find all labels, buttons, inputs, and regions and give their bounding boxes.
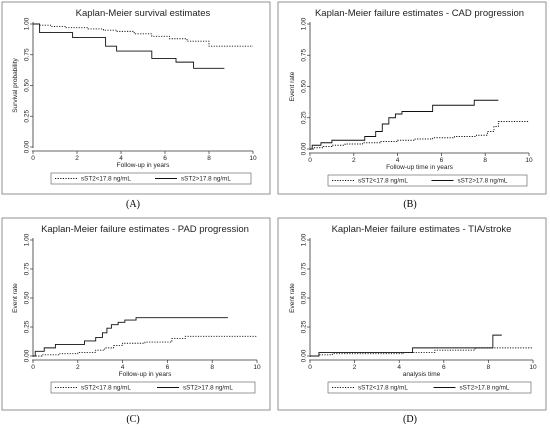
chart-panel-3: Kaplan-Meier failure estimates - PAD pro… bbox=[1, 217, 271, 425]
legend-box bbox=[50, 381, 256, 394]
panel-frame bbox=[1, 217, 271, 411]
legend-label: sST2>17.8 ng/mL bbox=[181, 176, 231, 183]
panel-frame bbox=[277, 1, 547, 195]
chart-panel-2: Kaplan-Meier failure estimates - CAD pro… bbox=[277, 1, 547, 210]
legend: sST2<17.8 ng/mL sST2>17.8 ng/mL bbox=[50, 172, 252, 185]
legend: sST2<17.8 ng/mL sST2>17.8 ng/mL bbox=[327, 174, 528, 187]
x-tick-label: 0 bbox=[31, 364, 35, 371]
chart-panel-1: Kaplan-Meier survival estimates 0.00 0.25 0… bbox=[1, 1, 271, 210]
legend-label: sST2<17.8 ng/mL bbox=[81, 176, 131, 183]
y-tick-label: 1.00 bbox=[301, 17, 308, 30]
y-tick-label: 0.50 bbox=[24, 291, 31, 304]
x-tick-label: 2 bbox=[352, 157, 356, 164]
panel-label: (D) bbox=[403, 414, 417, 425]
x-tick-label: 4 bbox=[119, 155, 123, 162]
y-axis-label: Event rate bbox=[12, 283, 19, 313]
y-tick-label: 0.50 bbox=[301, 291, 308, 304]
y-tick-label: 0.25 bbox=[24, 110, 31, 123]
x-tick-label: 0 bbox=[31, 155, 35, 162]
y-tick-label: 0.75 bbox=[301, 262, 308, 275]
chart-title: Kaplan-Meier failure estimates - CAD pro… bbox=[315, 8, 524, 19]
legend-label: sST2>17.8 ng/mL bbox=[458, 178, 508, 185]
chart-panel-4: Kaplan-Meier failure estimates - TIA/str… bbox=[277, 217, 547, 425]
panel-label: (A) bbox=[126, 199, 140, 210]
y-tick-label: 1.00 bbox=[24, 17, 31, 30]
legend-box bbox=[327, 174, 528, 187]
legend-label: sST2<17.8 ng/mL bbox=[81, 385, 131, 392]
y-tick-label: 0.50 bbox=[301, 80, 308, 93]
y-tick-label: 1.00 bbox=[301, 233, 308, 246]
x-tick-label: 6 bbox=[440, 157, 444, 164]
series-line-low bbox=[310, 347, 533, 357]
x-tick-label: 8 bbox=[210, 364, 214, 371]
x-axis-label: Follow-up time in years bbox=[386, 164, 454, 171]
x-tick-label: 10 bbox=[249, 155, 257, 162]
y-tick-label: 0.00 bbox=[301, 349, 308, 362]
x-axis-label: Follow-up in years bbox=[119, 371, 172, 378]
x-tick-label: 8 bbox=[207, 155, 211, 162]
legend-label: sST2<17.8 ng/mL bbox=[358, 178, 408, 185]
x-tick-label: 2 bbox=[353, 364, 357, 371]
series-line-low bbox=[310, 121, 529, 150]
y-tick-label: 1.00 bbox=[24, 233, 31, 246]
x-axis-label: analysis time bbox=[403, 371, 441, 378]
legend: sST2<17.8 ng/mL sST2>17.8 ng/mL bbox=[327, 381, 532, 394]
x-tick-label: 10 bbox=[529, 364, 537, 371]
y-tick-label: 0.75 bbox=[24, 48, 31, 61]
panel-label: (C) bbox=[126, 414, 139, 425]
y-tick-label: 0.75 bbox=[301, 49, 308, 62]
series-line-low bbox=[33, 23, 253, 47]
chart-title: Kaplan-Meier failure estimates - PAD pro… bbox=[41, 224, 249, 235]
chart-title: Kaplan-Meier survival estimates bbox=[76, 8, 211, 19]
x-tick-label: 0 bbox=[308, 364, 312, 371]
y-tick-label: 0.25 bbox=[301, 111, 308, 124]
x-tick-label: 10 bbox=[253, 364, 261, 371]
y-tick-label: 0.75 bbox=[24, 262, 31, 275]
x-tick-label: 6 bbox=[163, 155, 167, 162]
x-tick-label: 6 bbox=[166, 364, 170, 371]
y-tick-label: 0.25 bbox=[301, 320, 308, 333]
y-tick-label: 0.50 bbox=[24, 79, 31, 92]
chart-title: Kaplan-Meier failure estimates - TIA/str… bbox=[332, 224, 512, 235]
y-axis-label: Event rate bbox=[289, 71, 296, 101]
legend: sST2<17.8 ng/mL sST2>17.8 ng/mL bbox=[50, 381, 256, 394]
x-tick-label: 0 bbox=[308, 157, 312, 164]
x-tick-label: 4 bbox=[396, 157, 400, 164]
y-tick-label: 0.25 bbox=[24, 320, 31, 333]
x-tick-label: 6 bbox=[442, 364, 446, 371]
x-tick-label: 10 bbox=[525, 157, 533, 164]
series-line-high bbox=[33, 23, 225, 69]
x-axis-label: Follow-up in years bbox=[117, 162, 170, 169]
series-line-high bbox=[33, 317, 228, 357]
legend-label: sST2>17.8 ng/mL bbox=[183, 385, 233, 392]
panel-frame bbox=[277, 217, 547, 411]
y-axis-label: Event rate bbox=[289, 283, 296, 313]
panel-label: (B) bbox=[403, 199, 416, 210]
y-axis-label: Survival probability bbox=[12, 57, 19, 112]
x-tick-label: 4 bbox=[121, 364, 125, 371]
x-tick-label: 8 bbox=[487, 364, 491, 371]
legend-label: sST2>17.8 ng/mL bbox=[460, 385, 510, 392]
series-line-high bbox=[310, 99, 499, 150]
x-tick-label: 2 bbox=[75, 155, 79, 162]
y-tick-label: 0.00 bbox=[24, 140, 31, 153]
x-tick-label: 2 bbox=[76, 364, 80, 371]
legend-box bbox=[327, 381, 532, 394]
y-tick-label: 0.00 bbox=[24, 349, 31, 362]
y-tick-label: 0.00 bbox=[301, 142, 308, 155]
legend-label: sST2<17.8 ng/mL bbox=[358, 385, 408, 392]
series-line-high bbox=[310, 334, 502, 357]
x-tick-label: 4 bbox=[397, 364, 401, 371]
series-line-low bbox=[33, 335, 257, 357]
legend-box bbox=[50, 172, 252, 185]
x-tick-label: 8 bbox=[483, 157, 487, 164]
